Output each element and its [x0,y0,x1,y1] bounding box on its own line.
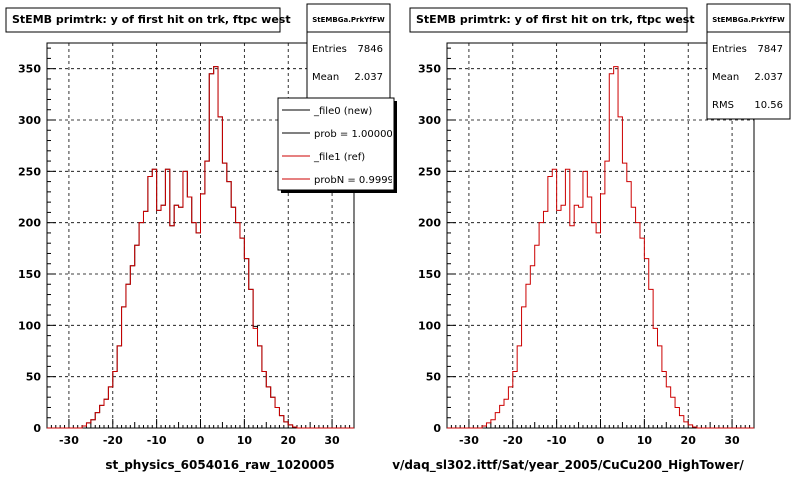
legend-label: prob = 1.000000 [314,129,399,140]
y-tick-label: 150 [18,268,41,281]
stats-label: Entries [312,44,347,55]
stats-value: 7846 [358,44,383,55]
x-tick-label: 0 [597,434,605,447]
x-tick-label: -30 [459,434,479,447]
x-tick-label: -20 [503,434,523,447]
stats-label: Mean [712,72,739,83]
stats-name: StEMBGa.PrkYfFW [312,16,385,24]
x-axis-label: st_physics_6054016_raw_1020005 [105,458,334,473]
y-tick-label: 250 [18,165,41,178]
x-tick-label: 30 [324,434,340,447]
stats-value: 7847 [758,44,783,55]
x-tick-label: 0 [197,434,205,447]
stats-value: 2.037 [354,72,383,83]
stats-value: 10.56 [754,100,783,111]
x-tick-label: 20 [681,434,697,447]
stats-box [706,3,791,120]
y-tick-label: 100 [418,319,441,332]
legend-box [277,97,395,191]
histogram-series-2 [47,66,354,429]
legend-label: probN = 0.999981 [314,175,407,186]
legend: _file0 (new) prob = 1.000000 _file1 (ref) p… [277,97,407,193]
legend-label: _file1 (ref) [313,152,365,163]
legend-label: _file0 (new) [313,106,372,117]
title-box [409,7,688,33]
chart-panel-1: -30 -20 -10 0 10 20 30050100150200250300350StE… [5,3,407,473]
stats-name: StEMBGa.PrkYfFW [712,16,785,24]
x-tick-label: 30 [724,434,740,447]
chart-title: StEMB primtrk: y of first hit on trk, ft… [416,13,695,26]
y-tick-label: 0 [33,422,41,435]
stats-label: Mean [312,72,339,83]
x-tick-label: 10 [637,434,653,447]
y-tick-label: 300 [418,114,441,127]
y-tick-label: 350 [18,63,41,76]
stats-label: Entries [712,44,747,55]
y-tick-label: 300 [18,114,41,127]
x-axis-label: v/daq_sl302.ittf/Sat/year_2005/CuCu200_H… [392,458,744,473]
stats-value: 2.037 [754,72,783,83]
chart-panel-2: -30 -20 -10 0 10 20 30050100150200250300350StE… [392,3,791,473]
title-box [5,7,281,33]
y-tick-label: 200 [18,217,41,230]
chart-title: StEMB primtrk: y of first hit on trk, ft… [12,13,291,26]
y-tick-label: 250 [418,165,441,178]
y-tick-label: 100 [18,319,41,332]
stats-box [306,3,391,115]
x-tick-label: -20 [103,434,123,447]
x-tick-label: 10 [237,434,253,447]
histogram-series-1 [447,66,754,429]
y-tick-label: 50 [426,371,442,384]
x-tick-label: -10 [547,434,567,447]
y-tick-label: 150 [418,268,441,281]
y-tick-label: 350 [418,63,441,76]
x-tick-label: -30 [59,434,79,447]
stats-label: RMS [712,100,734,111]
y-tick-label: 200 [418,217,441,230]
y-tick-label: 0 [433,422,441,435]
y-tick-label: 50 [26,371,42,384]
x-tick-label: -10 [147,434,167,447]
x-tick-label: 20 [281,434,297,447]
